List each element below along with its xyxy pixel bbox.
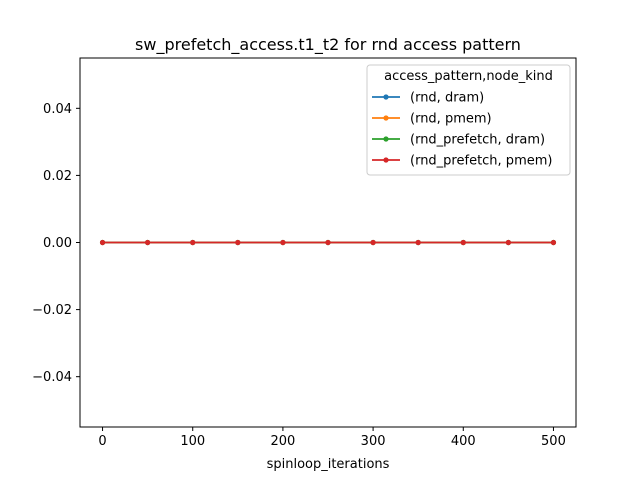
x-axis-label: spinloop_iterations — [267, 457, 390, 472]
legend-label: (rnd_prefetch, dram) — [410, 133, 545, 148]
legend-entry: (rnd, pmem) — [372, 112, 492, 127]
plot-area — [99, 239, 557, 246]
legend-entry: (rnd_prefetch, dram) — [372, 133, 545, 148]
data-point — [190, 239, 196, 246]
x-tick-label: 0 — [98, 434, 106, 449]
legend-marker — [383, 94, 389, 100]
x-tick-label: 400 — [451, 434, 476, 449]
y-tick-label: −0.04 — [32, 370, 72, 385]
legend-box — [366, 64, 571, 176]
legend-label: (rnd, pmem) — [410, 112, 492, 127]
data-point — [415, 239, 421, 246]
data-point — [550, 239, 557, 246]
data-point — [280, 239, 286, 246]
legend-entry: (rnd, dram) — [372, 91, 484, 106]
chart-title: sw_prefetch_access.t1_t2 for rnd access … — [135, 35, 521, 55]
data-point — [460, 239, 466, 246]
x-axis-ticks: 0 100 200 300 400 500 — [98, 427, 566, 449]
data-point — [325, 239, 331, 246]
data-point — [370, 239, 376, 246]
series-3 — [99, 239, 557, 246]
legend-label: (rnd_prefetch, pmem) — [410, 154, 552, 169]
y-tick-label: 0.00 — [43, 236, 72, 251]
y-tick-label: 0.02 — [43, 169, 72, 184]
legend-entry: (rnd_prefetch, pmem) — [372, 154, 552, 169]
legend-title: access_pattern,node_kind — [384, 69, 553, 84]
legend-marker — [383, 157, 389, 163]
y-tick-label: −0.02 — [32, 303, 72, 318]
legend-marker — [383, 136, 389, 142]
data-point — [99, 239, 106, 246]
x-tick-label: 500 — [541, 434, 566, 449]
x-tick-label: 300 — [361, 434, 386, 449]
x-tick-label: 100 — [180, 434, 205, 449]
data-point — [505, 239, 511, 246]
legend-label: (rnd, dram) — [410, 91, 484, 106]
legend-marker — [383, 115, 389, 121]
x-tick-label: 200 — [270, 434, 295, 449]
data-point — [235, 239, 241, 246]
data-point — [145, 239, 151, 246]
y-tick-label: 0.04 — [43, 102, 72, 117]
legend: access_pattern,node_kind (rnd, dram) (rnd,… — [366, 64, 571, 176]
y-axis-ticks: −0.04 −0.02 0.00 0.02 0.04 — [32, 102, 80, 385]
